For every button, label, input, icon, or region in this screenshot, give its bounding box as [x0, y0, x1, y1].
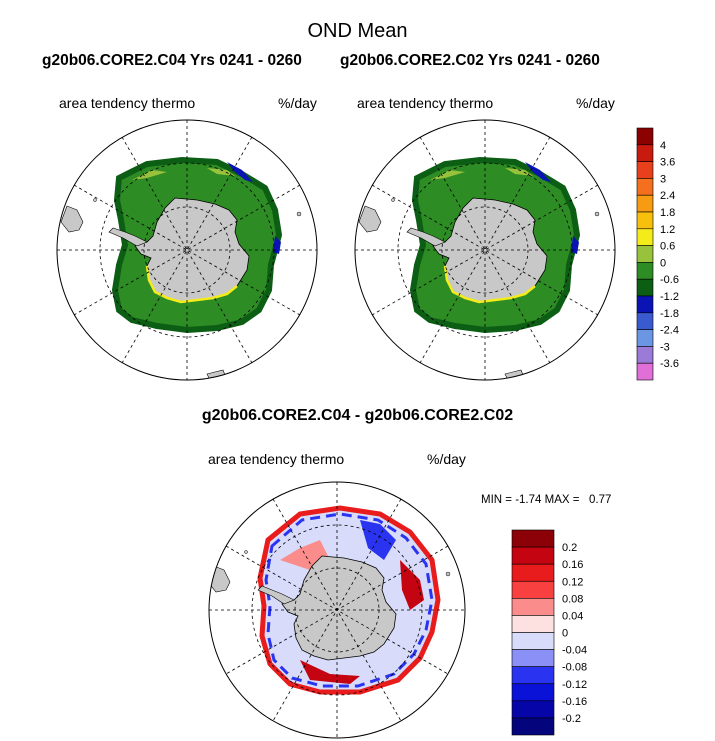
top-colorbar-swatch [636, 362, 654, 381]
difference-colorbar-swatch [511, 615, 555, 633]
top-colorbar-swatch [636, 312, 654, 330]
top-colorbar-swatch [636, 211, 654, 230]
difference-colorbar-tick-label: 0.08 [562, 593, 583, 605]
map-boundary [56, 119, 318, 381]
difference-colorbar-swatch [511, 666, 555, 685]
island [445, 571, 451, 577]
top-colorbar-swatch [636, 245, 654, 263]
top-colorbar-tick-label: -3.6 [660, 358, 679, 370]
top-colorbar-swatch [636, 278, 654, 297]
difference-colorbar-swatch [511, 598, 555, 616]
difference-colorbar-swatch [511, 563, 555, 582]
top-colorbar-swatch [636, 295, 654, 314]
top-colorbar-swatch [636, 144, 654, 162]
top-colorbar-swatch [636, 329, 654, 347]
difference-colorbar-tick-label: 0.12 [562, 576, 583, 588]
top-colorbar-swatch [636, 194, 654, 213]
top-colorbar-tick-label: -1.2 [660, 291, 679, 303]
difference-colorbar-swatch [511, 529, 555, 548]
difference-colorbar-swatch [511, 717, 555, 736]
difference-blue-streaks [264, 512, 434, 688]
top-colorbar-tick-label: -2.4 [660, 325, 679, 337]
max-label: MAX = [544, 494, 583, 506]
top-colorbar-swatch [636, 228, 654, 246]
island [244, 550, 248, 554]
top-colorbar-tick-label: -3 [660, 341, 670, 353]
top-colorbar-tick-label: 3.6 [660, 157, 675, 169]
difference-colorbar-swatch [511, 632, 555, 650]
difference-colorbar-tick-label: 0.2 [562, 542, 577, 554]
top-colorbar: 4 3.6 3 2.4 1.8 1.2 0.6 0 -0.6 -1.2 -1.8 -2.4 -3 -3.6 [636, 127, 679, 381]
difference-colorbar-tick-label: 0 [562, 628, 568, 640]
min-max-readout: MIN = -1.74 MAX = 0.77 [481, 494, 611, 506]
right-panel-variable-label: area tendency thermo [357, 95, 494, 111]
min-label: MIN = [481, 494, 516, 506]
graticule [209, 482, 465, 738]
difference-colorbar-tick-label: 0.16 [562, 559, 583, 571]
difference-colorbar-swatch [511, 580, 555, 599]
top-colorbar-tick-label: 2.4 [660, 190, 675, 202]
map-boundary [354, 119, 616, 381]
difference-panel-title: g20b06.CORE2.C04 - g20b06.CORE2.C02 [201, 407, 514, 424]
difference-patch [360, 520, 396, 560]
right-panel-units-label: %/day [576, 95, 615, 111]
top-colorbar-tick-label: 0.6 [660, 241, 675, 253]
difference-colorbar-tick-label: 0.04 [562, 610, 583, 622]
difference-colorbar-tick-label: -0.08 [562, 662, 587, 674]
difference-colorbar-swatch [511, 683, 555, 702]
difference-colorbar-swatch [511, 649, 555, 667]
top-colorbar-tick-label: 0 [660, 257, 666, 269]
map-boundary [208, 481, 466, 739]
top-colorbar-swatch [636, 127, 654, 146]
top-colorbar-swatch [636, 178, 654, 196]
difference-polar-map [208, 481, 466, 739]
difference-patch [400, 560, 424, 610]
top-colorbar-tick-label: 1.2 [660, 224, 675, 236]
top-colorbar-tick-label: -1.8 [660, 308, 679, 320]
top-colorbar-tick-label: 4 [660, 140, 666, 152]
min-value: -1.74 [515, 494, 542, 506]
graticule [355, 120, 615, 380]
difference-units-label: %/day [427, 451, 466, 467]
antarctic-peninsula [257, 585, 295, 605]
top-colorbar-swatch [636, 161, 654, 179]
left-panel-variable-label: area tendency thermo [59, 95, 196, 111]
difference-colorbar-tick-label: -0.16 [562, 696, 587, 708]
right-panel-run-title: g20b06.CORE2.C02 Yrs 0241 - 0260 [340, 52, 600, 69]
difference-outer-red [257, 505, 441, 695]
difference-colorbar: 0.2 0.16 0.12 0.08 0.04 0 -0.04 -0.08 -0.12 -0.16… [511, 529, 587, 736]
left-panel-units-label: %/day [278, 95, 317, 111]
difference-variable-label: area tendency thermo [208, 451, 345, 467]
difference-patch [300, 660, 360, 684]
top-colorbar-swatch [636, 262, 654, 280]
left-polar-map [56, 119, 318, 381]
top-colorbar-swatch [636, 346, 654, 364]
top-colorbar-tick-label: -0.6 [660, 274, 679, 286]
top-colorbar-tick-label: 1.8 [660, 207, 675, 219]
max-value: 0.77 [589, 494, 612, 506]
difference-colorbar-swatch [511, 700, 555, 719]
main-title: OND Mean [307, 20, 408, 42]
difference-colorbar-swatch [511, 546, 555, 565]
top-colorbar-tick-label: 3 [660, 173, 666, 185]
right-polar-map [354, 119, 616, 381]
left-panel-run-title: g20b06.CORE2.C04 Yrs 0241 - 0260 [42, 52, 302, 69]
difference-colorbar-tick-label: -0.2 [562, 713, 581, 725]
difference-colorbar-tick-label: -0.04 [562, 645, 587, 657]
difference-colorbar-tick-label: -0.12 [562, 679, 587, 691]
graticule [57, 120, 317, 380]
